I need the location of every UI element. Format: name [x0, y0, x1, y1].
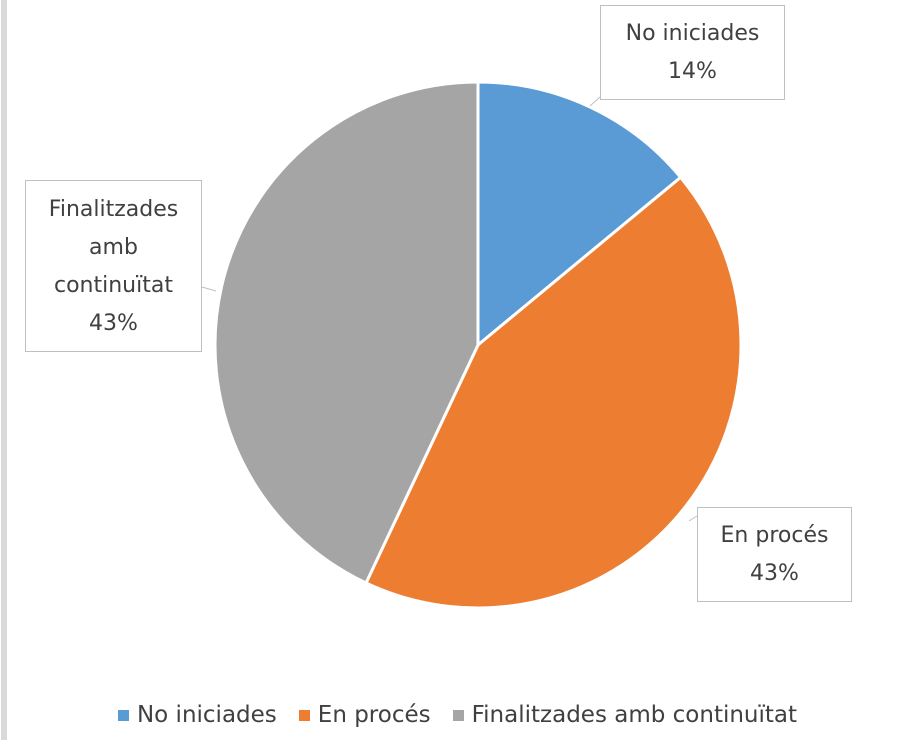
pie-slice [364, 175, 743, 610]
leader-line [589, 96, 601, 107]
data-label-name: Finalitzades amb continuïtat [48, 196, 179, 298]
leader-line [688, 515, 698, 522]
legend-label: Finalitzades amb continuïtat [471, 702, 798, 728]
legend-swatch [452, 709, 464, 721]
pie-slice [476, 80, 683, 349]
data-label: No iniciades 14% [600, 5, 785, 100]
legend: No iniciades En procés Finalitzades amb co… [0, 702, 915, 728]
data-label-value: 14% [668, 59, 717, 84]
data-label-name: En procés [720, 523, 829, 548]
leader-line [201, 286, 217, 292]
legend-item: En procés [298, 702, 431, 728]
data-label: En procés 43% [697, 507, 852, 602]
legend-swatch [117, 709, 129, 721]
legend-label: No iniciades [136, 702, 277, 728]
legend-item: No iniciades [117, 702, 277, 728]
data-label-value: 43% [89, 310, 138, 336]
pie-slice [213, 80, 480, 585]
legend-item: Finalitzades amb continuïtat [452, 702, 798, 728]
legend-swatch [298, 709, 310, 721]
data-label: Finalitzades amb continuïtat 43% [25, 180, 202, 352]
data-label-value: 43% [750, 561, 799, 586]
data-label-name: No iniciades [625, 21, 760, 46]
legend-label: En procés [317, 702, 431, 728]
